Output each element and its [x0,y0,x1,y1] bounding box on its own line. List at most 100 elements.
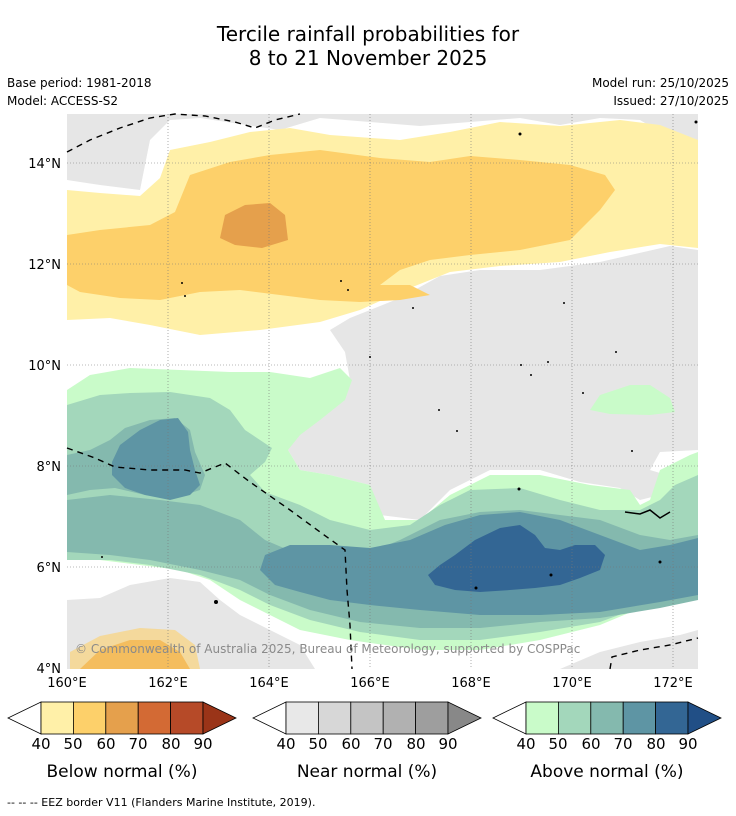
model-name: Model: ACCESS-S2 [7,94,119,108]
colorbar-near [252,701,482,735]
below-colorbar-segment [40,701,74,735]
island [456,430,458,432]
near-colorbar-segment [317,701,352,735]
longitude-labels: 160°E 162°E 164°E 166°E 168°E 170°E 172°… [47,676,693,691]
copyright-notice: © Commonwealth of Australia 2025, Bureau… [75,642,580,656]
below-normal-50-region [67,150,615,302]
above-tick-70: 70 [613,735,633,753]
island [582,392,584,394]
near-normal-label: Near normal (%) [296,762,438,782]
island [181,282,183,284]
below-tick-60: 60 [96,735,116,753]
near-tick-90: 90 [438,735,458,753]
island [615,351,617,353]
island [549,573,553,577]
above-normal-40-region-east [590,385,675,415]
metadata-left: Base period: 1981-2018 Model: ACCESS-S2 [7,74,152,110]
below-tick-90: 90 [193,735,213,753]
lon-label-166: 166°E [350,676,390,691]
below-tick-80: 80 [161,735,181,753]
island [214,600,218,604]
lat-label-10: 10°N [28,359,61,374]
island [438,409,440,411]
above-tick-40: 40 [516,735,536,753]
issued-date: Issued: 27/10/2025 [613,94,729,108]
island [347,289,349,291]
gridlines [67,114,698,669]
below-normal-50-region-south [70,628,200,669]
island [369,356,371,358]
colorbar-below [7,701,237,735]
eez-borders [66,113,699,670]
above-colorbar-segment [525,701,559,735]
above-tick-90: 90 [678,735,698,753]
island-chain [624,509,671,519]
island [547,361,549,363]
island [520,364,522,366]
model-run: Model run: 25/10/2025 [591,76,729,90]
islands [101,120,698,604]
island [631,450,633,452]
below-tick-40: 40 [31,735,51,753]
island [517,487,521,491]
above-tick-80: 80 [646,735,666,753]
base-period: Base period: 1981-2018 [7,76,152,90]
island [184,295,186,297]
eez-border-southeast [609,637,699,670]
above-normal-80-region [428,525,605,592]
near-tick-40: 40 [276,735,296,753]
near-colorbar-segment [285,701,319,735]
near-tick-60: 60 [341,735,361,753]
lon-label-168: 168°E [451,676,491,691]
below-colorbar-segment [170,701,204,735]
below-tick-50: 50 [63,735,83,753]
lat-label-8: 8°N [37,460,62,475]
near-tick-50: 50 [308,735,328,753]
near-colorbar-segment [415,701,449,735]
near-normal-region-north [67,114,698,190]
island [412,307,414,309]
near-tick-80: 80 [406,735,426,753]
below-tick-70: 70 [128,735,148,753]
island [563,302,565,304]
metadata-right: Model run: 25/10/2025 Issued: 27/10/2025 [592,74,729,110]
above-normal-70-region-west [112,418,200,500]
lat-label-12: 12°N [28,258,61,273]
title-line-1: Tercile rainfall probabilities for [216,22,520,46]
near-colorbar-min-extension [252,701,287,735]
above-colorbar-max-extension [687,701,722,735]
lon-label-160: 160°E [47,676,87,691]
near-colorbar-max-extension [447,701,482,735]
above-colorbar-segment [622,701,657,735]
colorbar-above [492,701,722,735]
eez-border-central [66,447,353,670]
below-colorbar-segment [137,701,171,735]
below-colorbar-max-extension [202,701,237,735]
island [694,120,698,124]
below-colorbar-segment [73,701,107,735]
lat-label-14: 14°N [28,157,61,172]
island [474,586,478,590]
island [101,556,103,558]
below-colorbar-min-extension [7,701,42,735]
below-normal-60-region [220,203,288,248]
island [340,280,342,282]
near-colorbar-segment [382,701,417,735]
near-colorbar-segment [350,701,384,735]
chart-title: Tercile rainfall probabilities for 8 to … [0,22,736,70]
lon-label-164: 164°E [249,676,289,691]
island [530,374,532,376]
lon-label-170: 170°E [552,676,592,691]
below-normal-label: Below normal (%) [46,762,198,782]
near-tick-70: 70 [373,735,393,753]
near-normal-region-southeast [560,630,698,669]
above-colorbar-min-extension [492,701,527,735]
island [658,560,662,564]
lat-label-6: 6°N [37,561,62,576]
title-line-2: 8 to 21 November 2025 [248,46,488,70]
eez-footnote: -- -- -- EEZ border V11 (Flanders Marine… [7,796,316,809]
map-fields [67,114,698,669]
below-colorbar-segment [105,701,139,735]
island [518,132,522,136]
